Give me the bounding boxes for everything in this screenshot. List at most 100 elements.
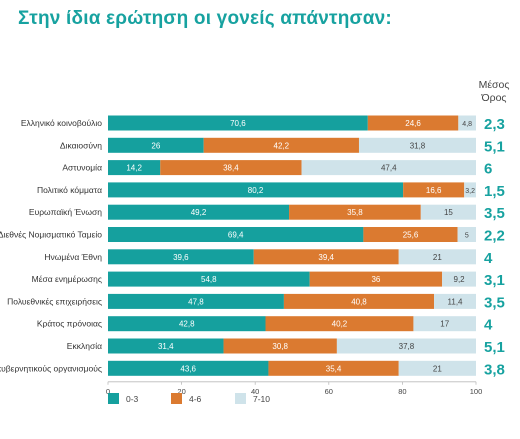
category-label: Διεθνές Νομισματικό Ταμείο xyxy=(0,230,102,240)
x-tick-label: 20 xyxy=(177,387,185,396)
data-label: 42,8 xyxy=(179,320,195,329)
chart-legend: 0-3 4-6 7-10 xyxy=(108,393,408,407)
bar-segment-4-6 xyxy=(203,137,359,153)
bar-segment-0-3 xyxy=(108,204,290,220)
data-label: 42,2 xyxy=(274,141,290,150)
bar-segment-7-10 xyxy=(398,360,476,376)
bar-segment-7-10 xyxy=(442,271,476,287)
bar-segment-0-3 xyxy=(108,271,310,287)
bar-segment-7-10 xyxy=(398,249,476,265)
data-label: 49,2 xyxy=(191,208,207,217)
bar-segment-0-3 xyxy=(108,338,224,354)
category-label: Πολιτικό κόμματα xyxy=(37,185,102,195)
bar-segment-7-10 xyxy=(358,137,476,153)
data-label: 21 xyxy=(433,253,442,262)
data-label: 47,8 xyxy=(188,297,204,306)
mean-value: 2,2 xyxy=(484,228,505,245)
bar-segment-4-6 xyxy=(160,160,302,176)
data-label: 37,8 xyxy=(399,342,415,351)
mean-value: 5,1 xyxy=(484,138,505,155)
data-label: 36 xyxy=(371,275,380,284)
legend-item-7-10: 7-10 xyxy=(235,393,270,404)
bar-segment-4-6 xyxy=(403,182,465,198)
bar-segment-0-3 xyxy=(108,182,404,198)
mean-value: 3,8 xyxy=(484,361,505,378)
data-label: 39,6 xyxy=(173,253,189,262)
bar-segment-4-6 xyxy=(309,271,443,287)
bar-segment-7-10 xyxy=(420,204,476,220)
data-label: 14,2 xyxy=(126,164,142,173)
data-label: 26 xyxy=(151,141,160,150)
data-label: 15 xyxy=(444,208,453,217)
x-tick-label: 0 xyxy=(106,387,110,396)
data-label: 40,8 xyxy=(351,297,367,306)
legend-label-7-10: 7-10 xyxy=(253,393,271,404)
category-label: Κράτος πρόνοιας xyxy=(37,319,102,329)
mean-value: 5,1 xyxy=(484,339,505,356)
bar-segment-7-10 xyxy=(464,182,476,198)
legend-item-4-6: 4-6 xyxy=(171,393,201,404)
bar-segment-7-10 xyxy=(458,115,476,131)
data-label: 9,2 xyxy=(454,275,466,284)
bar-segment-7-10 xyxy=(434,293,476,309)
bar-segment-7-10 xyxy=(457,227,476,242)
bar-segment-0-3 xyxy=(108,160,161,176)
data-label: 21 xyxy=(433,364,442,373)
bar-segment-0-3 xyxy=(108,115,368,131)
data-label: 17 xyxy=(440,320,449,329)
data-label: 54,8 xyxy=(201,275,217,284)
x-tick-label: 40 xyxy=(251,387,259,396)
mean-value: 1,5 xyxy=(484,183,505,200)
data-label: 43,6 xyxy=(180,364,196,373)
bar-segment-7-10 xyxy=(413,316,476,332)
bar-segment-7-10 xyxy=(336,338,476,354)
data-label: 39,4 xyxy=(318,253,334,262)
mean-value: 6 xyxy=(484,161,492,178)
mean-value: 4 xyxy=(484,317,493,334)
bar-segment-4-6 xyxy=(268,360,399,376)
data-label: 47,4 xyxy=(381,164,397,173)
data-label: 4,8 xyxy=(462,121,472,128)
legend-swatch-7-10 xyxy=(235,393,246,404)
mean-value: 3,5 xyxy=(484,294,505,311)
legend-label-0-3: 0-3 xyxy=(126,393,139,404)
page-title: Στην ίδια ερώτηση οι γονείς απάντησαν: xyxy=(18,8,392,29)
data-label: 35,4 xyxy=(326,364,342,373)
category-label: Ευρωπαϊκή Ένωση xyxy=(29,207,102,217)
legend-item-0-3: 0-3 xyxy=(108,393,138,404)
mean-column-header: Μέσος Όρος xyxy=(470,79,518,105)
data-label: 31,4 xyxy=(158,342,174,351)
bar-segment-0-3 xyxy=(108,293,284,309)
mean-header-line-2: Όρος xyxy=(481,92,507,104)
x-tick-label: 80 xyxy=(398,387,406,396)
category-label: Ηνωμένα Έθνη xyxy=(44,252,102,262)
mean-value: 3,5 xyxy=(484,205,505,222)
legend-swatch-0-3 xyxy=(108,393,119,404)
mean-value: 3,1 xyxy=(484,272,505,289)
bar-segment-0-3 xyxy=(108,316,266,332)
category-label: Μέσα ενημέρωσης xyxy=(32,274,102,284)
bar-segment-0-3 xyxy=(108,227,364,242)
x-tick-label: 100 xyxy=(470,387,483,396)
mean-value: 2,3 xyxy=(484,116,505,133)
legend-swatch-4-6 xyxy=(171,393,182,404)
data-label: 70,6 xyxy=(230,119,246,128)
mean-header-line-1: Μέσος xyxy=(478,79,510,91)
data-label: 24,6 xyxy=(405,119,421,128)
category-label: Εκκλησία xyxy=(67,341,102,351)
data-label: 5 xyxy=(465,233,469,240)
data-label: 11,4 xyxy=(448,297,464,306)
bar-segment-4-6 xyxy=(367,115,459,131)
legend-label-4-6: 4-6 xyxy=(189,393,202,404)
data-label: 80,2 xyxy=(248,186,264,195)
category-label: Δικαιοσύνη xyxy=(60,140,102,150)
data-label: 40,2 xyxy=(332,320,348,329)
data-label: 30,8 xyxy=(272,342,288,351)
data-label: 35,8 xyxy=(347,208,363,217)
category-label: Πολυεθνικές επιχειρήσεις xyxy=(7,296,102,306)
data-label: 25,6 xyxy=(403,231,419,240)
bar-segment-4-6 xyxy=(265,316,414,332)
data-label: 3,2 xyxy=(465,188,475,195)
data-label: 31,8 xyxy=(410,141,426,150)
